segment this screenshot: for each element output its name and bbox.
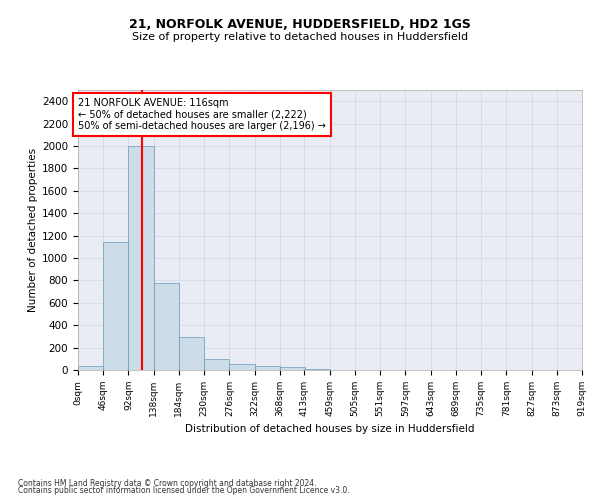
Bar [204,360,229,370]
Bar [154,282,179,370]
Bar [179,337,204,370]
Bar [304,369,330,370]
Text: Contains public sector information licensed under the Open Government Licence v3: Contains public sector information licen… [18,486,350,495]
Bar [229,364,254,370]
Text: 21, NORFOLK AVENUE, HUDDERSFIELD, HD2 1GS: 21, NORFOLK AVENUE, HUDDERSFIELD, HD2 1G… [129,18,471,30]
X-axis label: Distribution of detached houses by size in Huddersfield: Distribution of detached houses by size … [185,424,475,434]
Y-axis label: Number of detached properties: Number of detached properties [28,148,38,312]
Bar [254,366,280,370]
Text: 21 NORFOLK AVENUE: 116sqm
← 50% of detached houses are smaller (2,222)
50% of se: 21 NORFOLK AVENUE: 116sqm ← 50% of detac… [78,98,326,131]
Bar [128,146,154,370]
Bar [78,366,103,370]
Bar [280,367,305,370]
Text: Contains HM Land Registry data © Crown copyright and database right 2024.: Contains HM Land Registry data © Crown c… [18,478,317,488]
Bar [103,242,128,370]
Text: Size of property relative to detached houses in Huddersfield: Size of property relative to detached ho… [132,32,468,42]
